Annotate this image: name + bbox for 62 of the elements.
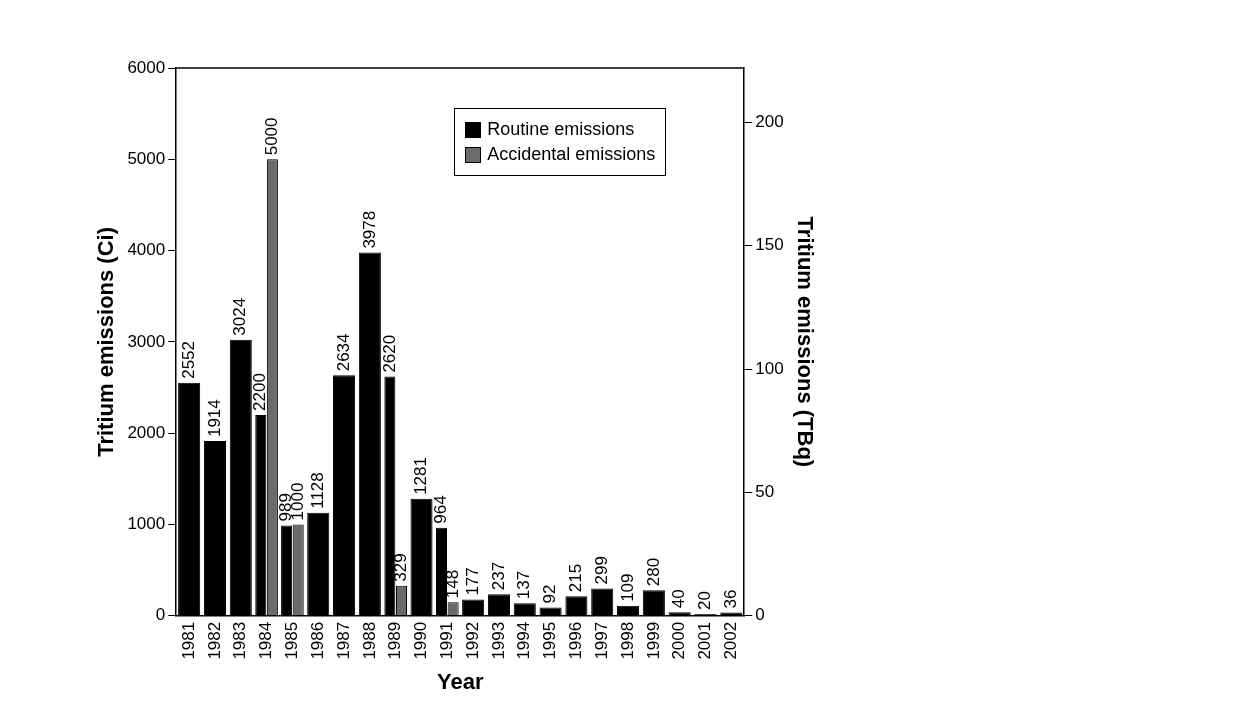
data-label: 2620 xyxy=(379,334,399,373)
y2-tick-label: 150 xyxy=(755,235,784,255)
x-tick-label: 1982 xyxy=(204,621,224,660)
x-tick-label: 2002 xyxy=(721,621,741,660)
y-tick-label: 2000 xyxy=(127,422,166,442)
data-label: 2634 xyxy=(333,333,353,372)
x-tick-label: 1985 xyxy=(282,621,302,660)
data-label: 5000 xyxy=(262,117,282,156)
y2-tick-label: 0 xyxy=(755,605,765,625)
x-tick-label: 1990 xyxy=(411,621,431,660)
legend-label: Routine emissions xyxy=(487,119,635,140)
y2-axis-title: Tritium emissions (TBq) xyxy=(792,216,818,468)
data-label: 137 xyxy=(514,570,534,600)
x-axis-title: Year xyxy=(436,668,484,694)
data-label: 40 xyxy=(669,589,689,609)
data-label: 1914 xyxy=(204,399,224,438)
x-tick-label: 1984 xyxy=(256,621,276,660)
y2-tick-label: 100 xyxy=(755,358,784,378)
data-label: 109 xyxy=(617,573,637,602)
x-tick-label: 1987 xyxy=(333,621,353,660)
data-label: 3024 xyxy=(230,297,250,336)
data-label: 280 xyxy=(643,557,663,587)
x-tick-label: 1996 xyxy=(566,621,586,660)
y-tick-label: 1000 xyxy=(127,514,166,534)
x-tick-label: 1981 xyxy=(178,621,198,660)
data-label: 1128 xyxy=(307,472,327,509)
y2-tick-label: 50 xyxy=(755,482,775,502)
x-tick-label: 1997 xyxy=(591,621,611,660)
data-label: 36 xyxy=(721,589,741,609)
y-tick-label: 0 xyxy=(155,605,166,625)
y-tick-label: 6000 xyxy=(127,57,166,77)
data-label: 215 xyxy=(566,563,586,593)
data-label: 964 xyxy=(431,495,451,524)
data-label: 1281 xyxy=(411,457,431,495)
legend-label: Accidental emissions xyxy=(487,144,656,165)
data-label: 92 xyxy=(540,584,560,604)
x-tick-label: 1992 xyxy=(462,621,482,660)
y-tick-label: 5000 xyxy=(127,148,166,168)
x-tick-label: 1994 xyxy=(514,621,534,660)
data-label: 20 xyxy=(695,591,715,610)
y2-tick-label: 200 xyxy=(755,111,784,131)
x-tick-label: 1986 xyxy=(307,621,327,660)
x-tick-label: 2001 xyxy=(695,621,715,660)
x-tick-label: 1998 xyxy=(617,621,637,660)
x-tick-label: 1995 xyxy=(540,621,560,660)
data-label: 237 xyxy=(488,561,508,591)
x-tick-label: 1991 xyxy=(437,621,457,660)
data-label: 329 xyxy=(391,553,411,582)
x-tick-label: 1999 xyxy=(643,621,663,660)
x-tick-label: 1983 xyxy=(230,621,250,660)
x-tick-label: 1988 xyxy=(359,621,379,660)
y-axis-title: Tritium emissions (Ci) xyxy=(93,226,119,457)
data-label: 299 xyxy=(591,556,611,585)
data-label: 2552 xyxy=(178,340,198,379)
y-tick-label: 4000 xyxy=(127,240,166,260)
data-label: 3978 xyxy=(359,210,379,249)
x-tick-label: 2000 xyxy=(669,621,689,660)
data-label: 177 xyxy=(462,567,482,596)
data-label: 2200 xyxy=(250,373,270,411)
x-tick-label: 1993 xyxy=(488,621,508,660)
y-tick-label: 3000 xyxy=(127,331,166,351)
x-tick-label: 1989 xyxy=(385,621,405,660)
